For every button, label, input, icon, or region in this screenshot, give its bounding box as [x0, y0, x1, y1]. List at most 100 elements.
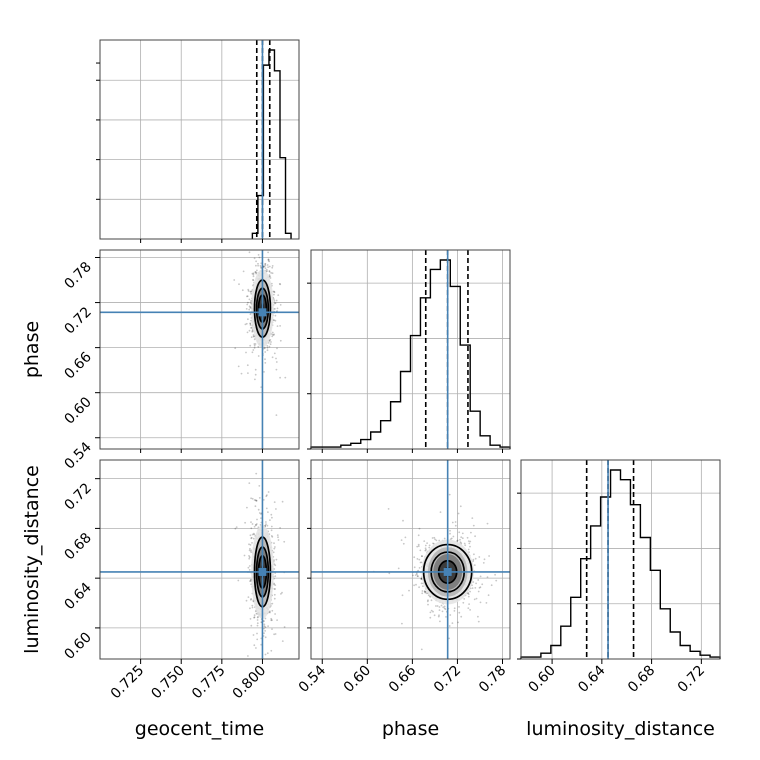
- sample-point: [425, 592, 428, 595]
- sample-point: [413, 584, 415, 587]
- sample-point: [250, 598, 253, 600]
- sample-point: [397, 567, 400, 570]
- sample-point: [469, 540, 472, 543]
- sample-point: [265, 521, 267, 523]
- sample-point: [265, 507, 268, 510]
- sample-point: [272, 334, 275, 337]
- sample-point: [273, 333, 275, 336]
- sample-point: [268, 265, 271, 268]
- sample-point: [250, 536, 253, 539]
- sample-point: [417, 534, 420, 537]
- sample-point: [249, 534, 252, 537]
- sample-point: [268, 270, 271, 272]
- sample-point: [467, 548, 470, 551]
- truth-marker: [258, 567, 267, 576]
- sample-point: [272, 290, 275, 293]
- sample-point: [273, 582, 275, 585]
- sample-point: [246, 295, 249, 298]
- sample-point: [402, 542, 405, 545]
- y-tick-label: 0.64: [61, 580, 94, 613]
- sample-point: [431, 537, 434, 539]
- sample-point: [460, 542, 463, 545]
- sample-point: [243, 554, 246, 557]
- sample-point: [264, 351, 267, 353]
- histogram-panel-luminosity_distance: [517, 459, 721, 660]
- sample-point: [428, 544, 431, 547]
- sample-point: [438, 539, 441, 542]
- sample-point: [255, 272, 257, 275]
- sample-point: [252, 532, 255, 535]
- sample-point: [255, 612, 258, 615]
- sample-point: [479, 586, 482, 589]
- sample-point: [273, 593, 276, 596]
- sample-point: [254, 524, 257, 526]
- sample-point: [273, 293, 275, 296]
- sample-point: [418, 586, 420, 589]
- sample-point: [281, 640, 284, 642]
- sample-point: [256, 632, 258, 635]
- sample-point: [263, 623, 266, 626]
- sample-point: [277, 294, 280, 296]
- panel-background: [311, 460, 510, 659]
- sample-point: [253, 616, 256, 619]
- sample-point: [277, 539, 280, 541]
- sample-point: [459, 505, 462, 508]
- sample-point: [413, 556, 416, 559]
- sample-point: [271, 243, 273, 245]
- x-tick-label: 0.725: [108, 663, 148, 703]
- sample-point: [445, 616, 447, 618]
- sample-point: [269, 519, 271, 521]
- sample-point: [430, 609, 433, 612]
- sample-point: [271, 602, 274, 605]
- sample-point: [252, 278, 254, 281]
- sample-point: [264, 263, 267, 265]
- sample-point: [238, 283, 240, 286]
- sample-point: [270, 272, 272, 274]
- sample-point: [259, 264, 262, 267]
- sample-point: [257, 262, 259, 265]
- sample-point: [416, 573, 418, 576]
- sample-point: [256, 619, 259, 621]
- sample-point: [421, 555, 423, 558]
- sample-point: [441, 610, 444, 613]
- sample-point: [250, 336, 253, 339]
- sample-point: [401, 622, 403, 625]
- sample-point: [258, 512, 261, 514]
- sample-point: [267, 251, 269, 254]
- sample-point: [463, 598, 466, 600]
- sample-point: [249, 323, 252, 325]
- sample-point: [248, 305, 251, 308]
- sample-point: [279, 527, 281, 529]
- sample-point: [258, 451, 260, 453]
- sample-point: [253, 616, 256, 619]
- sample-point: [252, 334, 255, 336]
- sample-point: [251, 604, 254, 607]
- panel-background: [100, 40, 299, 239]
- sample-point: [274, 546, 276, 548]
- sample-point: [264, 362, 267, 364]
- sample-point: [249, 344, 252, 347]
- sample-point: [263, 371, 265, 373]
- sample-point: [469, 545, 471, 548]
- sample-point: [452, 535, 455, 538]
- sample-point: [251, 523, 254, 525]
- sample-point: [413, 566, 416, 569]
- sample-point: [253, 344, 256, 347]
- x-tick-label: 0.78: [476, 663, 509, 696]
- sample-point: [260, 266, 262, 269]
- sample-point: [265, 268, 268, 271]
- sample-point: [266, 494, 268, 496]
- sample-point: [269, 277, 272, 279]
- sample-point: [401, 594, 404, 597]
- sample-point: [467, 607, 470, 609]
- sample-point: [264, 653, 267, 656]
- sample-point: [457, 512, 460, 515]
- sample-point: [269, 611, 271, 614]
- sample-point: [254, 368, 257, 371]
- sample-point: [249, 322, 252, 325]
- sample-point: [256, 616, 259, 619]
- sample-point: [245, 322, 248, 325]
- panel-frame: [310, 249, 511, 450]
- sample-point: [264, 243, 266, 245]
- sample-point: [250, 290, 253, 292]
